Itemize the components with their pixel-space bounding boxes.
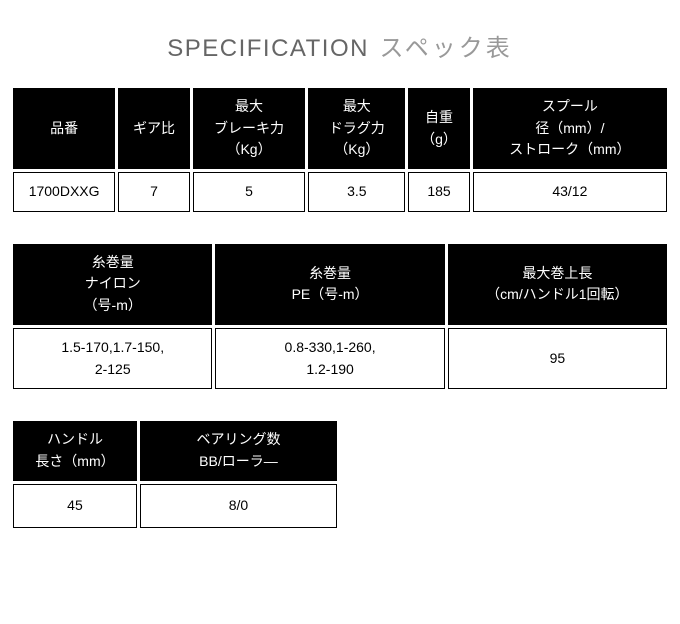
hdr-line: ストローク（mm） [509,141,630,157]
col-max-brake: 最大 ブレーキ力 （Kg） [193,88,305,169]
cell-spool: 43/12 [473,172,667,212]
hdr-line: BB/ローラ― [199,453,278,469]
col-retrieve: 最大巻上長 （cm/ハンドル1回転） [448,244,667,325]
col-weight: 自重 （g） [408,88,469,169]
hdr-line: （g） [421,131,457,147]
hdr-line: （cm/ハンドル1回転） [486,286,628,302]
col-model: 品番 [13,88,115,169]
cell-max-brake: 5 [193,172,305,212]
hdr-line: 最大 [235,98,263,114]
cell-max-drag: 3.5 [308,172,405,212]
col-bearings: ベアリング数 BB/ローラ― [140,421,337,480]
table-header-row: 糸巻量 ナイロン （号-m） 糸巻量 PE（号-m） 最大巻上長 （cm/ハンド… [13,244,667,325]
col-line-pe: 糸巻量 PE（号-m） [215,244,444,325]
hdr-line: スプール [542,98,598,114]
hdr-line: ベアリング数 [196,431,280,447]
cell-line: 1.2-190 [306,361,353,377]
table-header-row: 品番 ギア比 最大 ブレーキ力 （Kg） 最大 ドラグ力 （Kg） 自重 （g）… [13,88,667,169]
hdr-line: ハンドル [47,431,103,447]
title-en: SPECIFICATION [167,35,369,62]
spec-table-1: 品番 ギア比 最大 ブレーキ力 （Kg） 最大 ドラグ力 （Kg） 自重 （g）… [10,85,670,215]
cell-retrieve: 95 [448,328,667,389]
cell-model: 1700DXXG [13,172,115,212]
hdr-line: ドラグ力 [329,120,385,136]
col-spool: スプール 径（mm）/ ストローク（mm） [473,88,667,169]
cell-bearings: 8/0 [140,484,337,528]
title-jp: スペック表 [379,35,512,62]
hdr-line: PE（号-m） [292,286,369,302]
table-row: 1700DXXG 7 5 3.5 185 43/12 [13,172,667,212]
hdr-line: （Kg） [334,141,379,157]
col-max-drag: 最大 ドラグ力 （Kg） [308,88,405,169]
cell-gear-ratio: 7 [118,172,190,212]
col-handle-length: ハンドル 長さ（mm） [13,421,137,480]
hdr-line: 最大巻上長 [522,265,592,281]
spec-table-2: 糸巻量 ナイロン （号-m） 糸巻量 PE（号-m） 最大巻上長 （cm/ハンド… [10,241,670,392]
hdr-line: 長さ（mm） [35,453,114,469]
cell-line-nylon: 1.5-170,1.7-150, 2-125 [13,328,212,389]
cell-line: 1.5-170,1.7-150, [61,339,164,355]
hdr-line: 自重 [425,109,453,125]
table-header-row: ハンドル 長さ（mm） ベアリング数 BB/ローラ― [13,421,337,480]
table-row: 1.5-170,1.7-150, 2-125 0.8-330,1-260, 1.… [13,328,667,389]
hdr-line: 糸巻量 [309,265,351,281]
cell-line-pe: 0.8-330,1-260, 1.2-190 [215,328,444,389]
table-row: 45 8/0 [13,484,337,528]
col-gear-ratio: ギア比 [118,88,190,169]
col-line-nylon: 糸巻量 ナイロン （号-m） [13,244,212,325]
hdr-line: ナイロン [85,275,141,291]
cell-handle-length: 45 [13,484,137,528]
spec-table-3: ハンドル 長さ（mm） ベアリング数 BB/ローラ― 45 8/0 [10,418,340,530]
cell-line: 0.8-330,1-260, [285,339,376,355]
hdr-line: 最大 [343,98,371,114]
cell-weight: 185 [408,172,469,212]
hdr-line: 径（mm）/ [535,120,604,136]
cell-line: 2-125 [95,361,131,377]
hdr-line: （Kg） [226,141,271,157]
hdr-line: ブレーキ力 [214,120,284,136]
spec-title: SPECIFICATION スペック表 [10,10,670,85]
hdr-line: （号-m） [84,297,142,313]
hdr-line: 糸巻量 [92,254,134,270]
